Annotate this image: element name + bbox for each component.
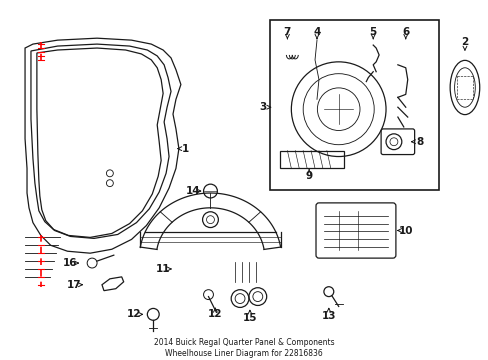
Text: 10: 10 [398,225,412,235]
Text: 13: 13 [321,311,335,321]
Text: 4: 4 [313,27,320,37]
Text: 5: 5 [369,27,376,37]
Text: 3: 3 [259,102,266,112]
Text: 15: 15 [242,313,257,323]
Bar [269,21,438,190]
Text: 1: 1 [182,144,189,154]
Text: 2: 2 [460,37,468,47]
Text: 2014 Buick Regal Quarter Panel & Components
Wheelhouse Liner Diagram for 2281683: 2014 Buick Regal Quarter Panel & Compone… [153,338,334,357]
Text: 6: 6 [401,27,408,37]
Text: 11: 11 [156,264,170,274]
Text: 14: 14 [185,186,200,196]
Text: 9: 9 [305,171,312,181]
Text: 12: 12 [208,309,222,319]
Text: 8: 8 [415,137,422,147]
Text: 7: 7 [283,27,290,37]
Bar [456,76,472,99]
Bar [279,150,343,168]
Text: 17: 17 [67,280,81,290]
Text: 12: 12 [127,309,142,319]
Text: 16: 16 [63,258,78,268]
